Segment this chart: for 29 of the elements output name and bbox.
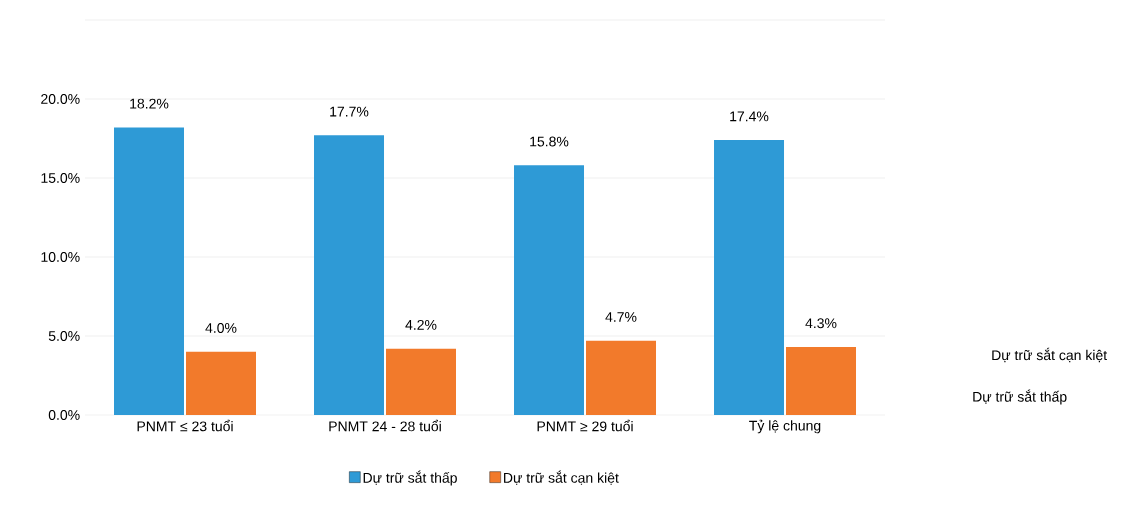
y-tick-label: 15.0% [41,173,80,183]
x-tick-label: Tỷ lệ chung [749,419,821,434]
x-tick-label: PNMT ≥ 29 tuổi [537,419,633,432]
y-tick-label: 10.0% [41,252,80,262]
legend-label: Dự trữ sắt cạn kiệt [504,470,619,485]
text: Dự trữ sắt thấp [973,389,1067,405]
x-tick-label: PNMT 24 - 28 tuổi [329,419,441,432]
bar [586,340,656,415]
bar [786,347,856,415]
y-tick-label: 20.0% [41,94,80,104]
bar [714,140,785,415]
data-label: 4.7% [605,312,637,322]
bar [386,348,456,415]
y-tick-label: 0.0% [48,410,80,420]
x-tick-label: PNMT ≤ 23 tuổi [137,419,233,432]
bar [114,127,184,415]
data-label: 15.8% [530,136,569,147]
bar [314,135,385,415]
text: Dự trữ sắt cạn kiệt [992,347,1108,363]
data-label: 4.2% [405,319,437,330]
data-label: 17.7% [330,106,369,117]
y-tick-label: 5.0% [48,331,80,341]
legend-label: Dự trữ sắt thấp [363,470,457,486]
data-label: 4.0% [205,323,237,333]
data-label: 4.3% [805,318,837,329]
data-label: 18.2% [130,98,169,109]
bar [186,351,256,415]
data-label: 17.4% [730,111,769,122]
bar [514,165,585,415]
